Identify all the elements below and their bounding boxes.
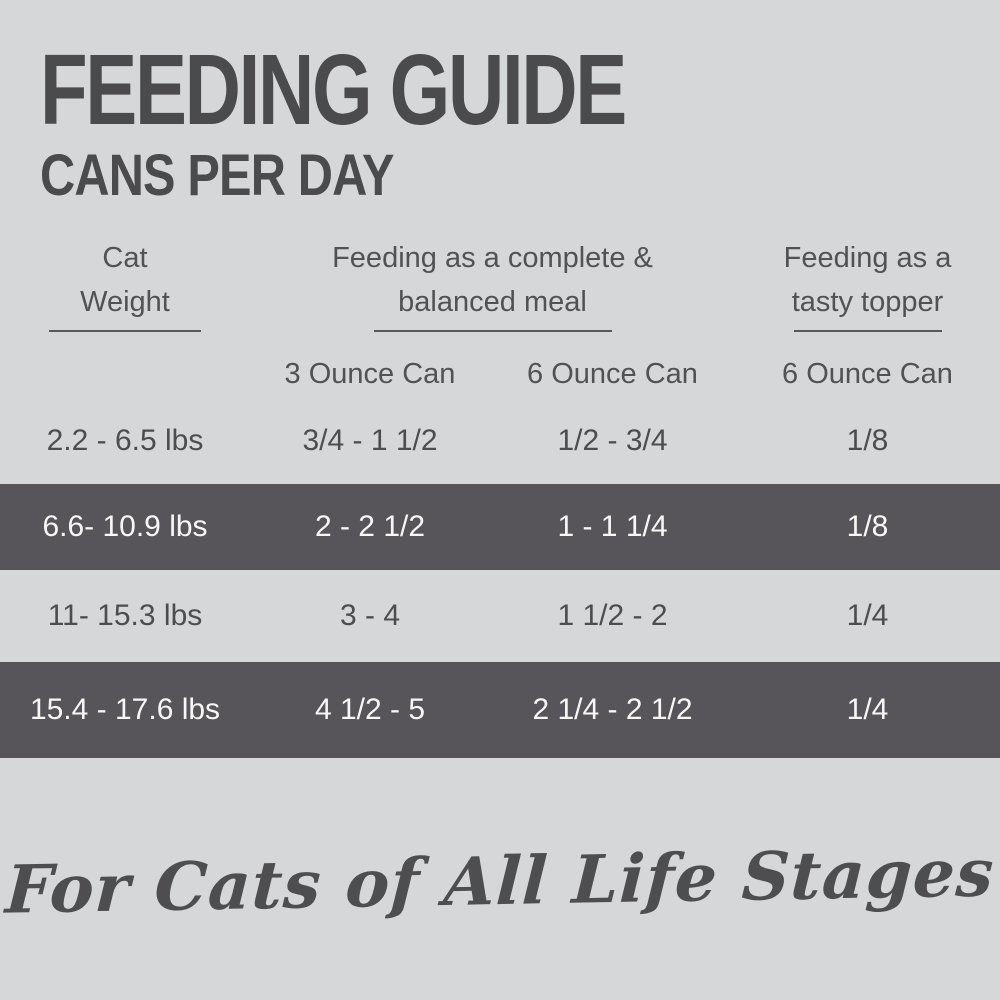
cell-topper-6oz: 1/8 [846,424,889,457]
header-complete-meal-line2: balanced meal [398,286,587,318]
subheader-spacer [0,352,250,396]
cell-complete-3oz: 3 - 4 [339,599,401,632]
table-body: 2.2 - 6.5 lbs 3/4 - 1 1/2 1/2 - 3/4 1/8 … [0,398,1000,758]
cell-weight: 2.2 - 6.5 lbs [46,424,204,457]
header-underline-weight [49,330,201,332]
cell-complete-6oz: 1/2 - 3/4 [557,424,668,457]
header-tasty-topper-line1: Feeding as a [783,242,952,274]
header-tasty-topper: Feeding as a tasty topper [735,236,1000,332]
header-underline-topper [793,330,942,332]
table-row: 11- 15.3 lbs 3 - 4 1 1/2 - 2 1/4 [0,570,1000,662]
table-row-highlighted: 6.6- 10.9 lbs 2 - 2 1/2 1 - 1 1/4 1/8 [0,484,1000,570]
page-title: FEEDING GUIDE [40,34,627,146]
cell-weight: 6.6- 10.9 lbs [42,510,208,543]
subheader-3oz-can: 3 Ounce Can [284,358,456,390]
cell-topper-6oz: 1/4 [846,693,889,726]
subheader-6oz-can-topper: 6 Ounce Can [782,358,953,390]
cell-complete-6oz: 2 1/4 - 2 1/2 [532,693,693,726]
table-subheader: 3 Ounce Can 6 Ounce Can 6 Ounce Can [0,352,1000,396]
cell-complete-6oz: 1 1/2 - 2 [557,599,668,632]
page-subtitle: CANS PER DAY [40,143,394,208]
header-cat-weight-line2: Weight [80,286,170,318]
header-cat-weight: Cat Weight [0,236,250,332]
cell-complete-3oz: 3/4 - 1 1/2 [302,424,438,457]
cell-topper-6oz: 1/4 [846,599,889,632]
tagline-script-text: For Cats of All Life Stages [3,833,997,929]
table-header: Cat Weight Feeding as a complete & balan… [0,236,1000,332]
subheader-6oz-can-meal: 6 Ounce Can [527,358,698,390]
cell-complete-3oz: 2 - 2 1/2 [314,510,426,543]
header-cat-weight-line1: Cat [102,242,148,274]
header-tasty-topper-line2: tasty topper [791,286,944,318]
cell-weight: 11- 15.3 lbs [47,599,203,632]
header-underline-complete [373,330,612,332]
cell-complete-6oz: 1 - 1 1/4 [557,510,668,543]
header-complete-meal-line1: Feeding as a complete & [332,242,653,274]
cell-topper-6oz: 1/8 [846,510,889,543]
table-row-highlighted: 15.4 - 17.6 lbs 4 1/2 - 5 2 1/4 - 2 1/2 … [0,662,1000,758]
header-complete-meal: Feeding as a complete & balanced meal [250,236,735,332]
table-row: 2.2 - 6.5 lbs 3/4 - 1 1/2 1/2 - 3/4 1/8 [0,398,1000,484]
cell-complete-3oz: 4 1/2 - 5 [314,693,426,726]
cell-weight: 15.4 - 17.6 lbs [29,693,221,726]
